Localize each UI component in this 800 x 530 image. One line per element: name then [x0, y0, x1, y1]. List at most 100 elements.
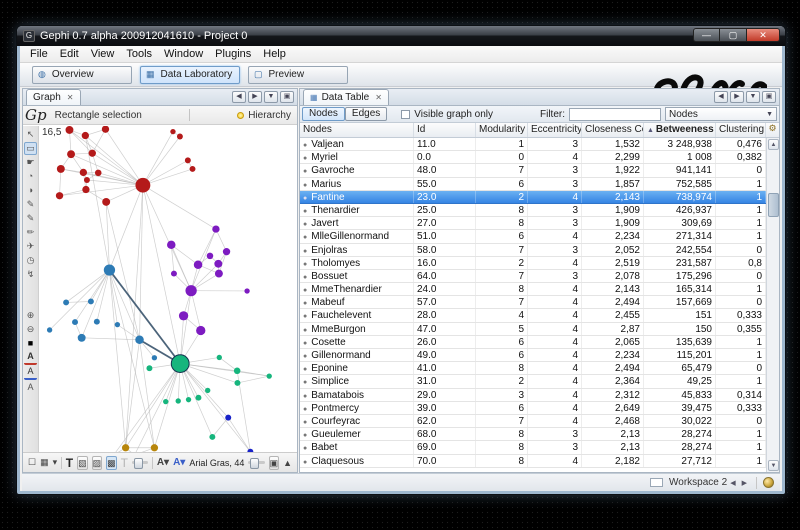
label-size-tool-icon[interactable]: A: [24, 366, 37, 380]
scroll-up-icon[interactable]: ▲: [768, 139, 779, 150]
table-row[interactable]: ● MlleGillenormand 51.0 6 4 2,234 271,314 1: [300, 230, 766, 244]
label-attributes-tool-icon[interactable]: A: [27, 382, 34, 392]
direct-selection-tool-icon[interactable]: ↖: [26, 129, 35, 139]
workspace-tab-overview[interactable]: ◍ Overview: [32, 65, 132, 84]
table-row[interactable]: ● Fauchelevent 28.0 4 4 2,455 151 0,333: [300, 309, 766, 323]
filter-input[interactable]: [569, 107, 661, 121]
shortest-path-tool-icon[interactable]: ✈: [26, 241, 35, 251]
background-caret-icon[interactable]: ▾: [52, 457, 58, 467]
window-titlebar[interactable]: G Gephi 0.7 alpha 200912041610 - Project…: [17, 26, 785, 46]
table-row[interactable]: ● Myriel 0.0 0 4 2,299 1 008 0,382: [300, 151, 766, 165]
background-color-tool-icon[interactable]: ■: [27, 338, 34, 348]
label-mode-1-icon[interactable]: ▧: [77, 455, 88, 470]
table-row[interactable]: ● Marius 55.0 6 3 1,857 752,585 1: [300, 177, 766, 191]
table-row[interactable]: ● Tholomyes 16.0 2 4 2,519 231,587 0,8: [300, 256, 766, 270]
graph-canvas[interactable]: 16,5: [39, 125, 297, 458]
table-row[interactable]: ● Eponine 41.0 8 4 2,494 65,479 0: [300, 362, 766, 376]
brush-tool-icon[interactable]: ✏: [26, 227, 35, 237]
table-row[interactable]: ● Javert 27.0 8 3 1,909 309,69 1: [300, 217, 766, 231]
panel-maximize-icon[interactable]: ▣: [280, 91, 294, 103]
tab-graph[interactable]: Graph ✕: [26, 89, 81, 105]
menu-item-edit[interactable]: Edit: [59, 48, 79, 60]
panel-maximize-icon[interactable]: ▣: [762, 91, 776, 103]
drag-tool-icon[interactable]: ☛: [26, 157, 35, 167]
edge-pencil-tool-icon[interactable]: ✎: [26, 213, 35, 223]
table-row[interactable]: ● Cosette 26.0 6 4 2,065 135,639 1: [300, 335, 766, 349]
maximize-button[interactable]: ▢: [720, 28, 747, 42]
attributes-settings-button-icon[interactable]: ▣: [268, 455, 280, 470]
tab-data-table[interactable]: ▦ Data Table ✕: [303, 89, 389, 105]
edge-labels-toggle-icon[interactable]: T: [120, 455, 128, 470]
scrollbar-thumb[interactable]: [768, 193, 779, 217]
table-row[interactable]: ● MmeBurgon 47.0 5 4 2,87 150 0,355: [300, 322, 766, 336]
workspace-tab-preview[interactable]: ▢ Preview: [248, 65, 348, 84]
labels-checkbox-icon[interactable]: ☐: [28, 457, 37, 467]
table-row[interactable]: ● Babet 69.0 8 3 2,13 28,274 1: [300, 441, 766, 455]
globe-icon[interactable]: [763, 477, 774, 488]
zoom-out-tool-icon[interactable]: ⊖: [26, 324, 35, 334]
table-row[interactable]: ● Mabeuf 57.0 7 4 2,494 157,669 0: [300, 296, 766, 310]
table-row[interactable]: ● Gillenormand 49.0 6 4 2,234 115,201 1: [300, 349, 766, 363]
visible-graph-checkbox[interactable]: [401, 109, 411, 119]
table-row[interactable]: ● Enjolras 58.0 7 3 2,052 242,554 0: [300, 243, 766, 257]
label-color-tool-icon[interactable]: A: [24, 351, 37, 365]
menu-item-plugins[interactable]: Plugins: [215, 48, 252, 60]
column-header-nodes[interactable]: Nodes: [300, 123, 414, 137]
column-header-closenesscen[interactable]: Closeness Cen...: [582, 123, 644, 137]
menu-item-view[interactable]: View: [90, 48, 115, 60]
workspace-next-icon[interactable]: ▶: [741, 479, 747, 487]
edit-tool-icon[interactable]: ↯: [26, 269, 35, 279]
table-row[interactable]: ● Thenardier 25.0 8 3 1,909 426,937 1: [300, 203, 766, 218]
panel-menu-icon[interactable]: ▼: [746, 91, 760, 103]
painter-tool-icon[interactable]: ◔: [27, 171, 34, 181]
scroll-left-icon[interactable]: ◀: [714, 91, 728, 103]
table-row[interactable]: ● Valjean 11.0 1 3 1,532 3 248,938 0,476: [300, 138, 766, 152]
table-row[interactable]: ● Claquesous 70.0 8 4 2,182 27,712 1: [300, 454, 766, 468]
scroll-down-icon[interactable]: ▼: [768, 460, 779, 471]
filter-scope-dropdown[interactable]: Nodes ▼: [665, 107, 777, 121]
workspace-prev-icon[interactable]: ◀: [730, 479, 736, 487]
column-header-clusteringcoe[interactable]: Clustering Coe...: [716, 123, 766, 137]
collapse-button-icon[interactable]: ▲: [283, 457, 293, 468]
nodes-view-button[interactable]: Nodes: [302, 107, 345, 121]
menu-item-window[interactable]: Window: [164, 48, 204, 60]
table-row[interactable]: ● Bamatabois 29.0 3 4 2,312 45,833 0,314: [300, 388, 766, 402]
table-settings-icon[interactable]: ⚙: [766, 123, 779, 137]
panel-menu-icon[interactable]: ▼: [264, 91, 278, 103]
workspace-tab-data-laboratory[interactable]: ▦ Data Laboratory: [140, 65, 240, 84]
table-row[interactable]: ● Bossuet 64.0 7 3 2,078 175,296 0: [300, 269, 766, 284]
rectangle-selection-tool-icon[interactable]: ▭: [24, 142, 37, 155]
table-row[interactable]: ● Gavroche 48.0 7 3 1,922 941,141 0: [300, 164, 766, 178]
table-row[interactable]: ● Simplice 31.0 2 4 2,364 49,25 1: [300, 375, 766, 389]
table-row[interactable]: ● Pontmercy 39.0 6 4 2,649 39,475 0,333: [300, 401, 766, 415]
font-color-blue-icon[interactable]: A▾: [173, 457, 186, 468]
close-tab-icon[interactable]: ✕: [66, 93, 74, 102]
table-row[interactable]: ● MmeThenardier 24.0 8 4 2,143 165,314 1: [300, 283, 766, 297]
background-image-button-icon[interactable]: ▦: [40, 457, 49, 467]
close-tab-icon[interactable]: ✕: [375, 93, 382, 102]
scroll-left-icon[interactable]: ◀: [232, 91, 246, 103]
table-row[interactable]: ● Fantine 23.0 2 4 2,143 738,974 1: [300, 190, 766, 204]
label-mode-2-icon[interactable]: ▨: [91, 455, 103, 470]
scroll-right-icon[interactable]: ▶: [730, 91, 744, 103]
network-graph[interactable]: [39, 125, 297, 458]
edges-view-button[interactable]: Edges: [344, 107, 388, 121]
scroll-right-icon[interactable]: ▶: [248, 91, 262, 103]
heat-map-tool-icon[interactable]: ◷: [26, 255, 35, 265]
font-selector[interactable]: Arial Gras, 44: [189, 457, 245, 468]
sizer-tool-icon[interactable]: ◑: [27, 185, 34, 195]
minimize-button[interactable]: —: [693, 28, 720, 42]
column-header-betweenessce[interactable]: ▲ Betweeness Ce...: [644, 123, 716, 137]
column-header-modularity[interactable]: Modularity ...: [476, 123, 528, 137]
table-row[interactable]: ● Courfeyrac 62.0 7 4 2,468 30,022 0: [300, 414, 766, 429]
font-scale-slider-icon[interactable]: [248, 458, 265, 469]
menu-item-help[interactable]: Help: [263, 48, 286, 60]
close-button[interactable]: ✕: [747, 28, 780, 42]
font-color-black-icon[interactable]: A▾: [156, 457, 170, 468]
label-mode-3-icon[interactable]: ▩: [106, 455, 117, 470]
vertical-scrollbar[interactable]: ▲ ▼: [766, 138, 779, 472]
menu-item-tools[interactable]: Tools: [126, 48, 153, 60]
hierarchy-button[interactable]: Hierarchy: [237, 110, 291, 121]
label-size-slider-icon[interactable]: [131, 458, 149, 469]
node-labels-toggle-icon[interactable]: T: [65, 455, 74, 470]
